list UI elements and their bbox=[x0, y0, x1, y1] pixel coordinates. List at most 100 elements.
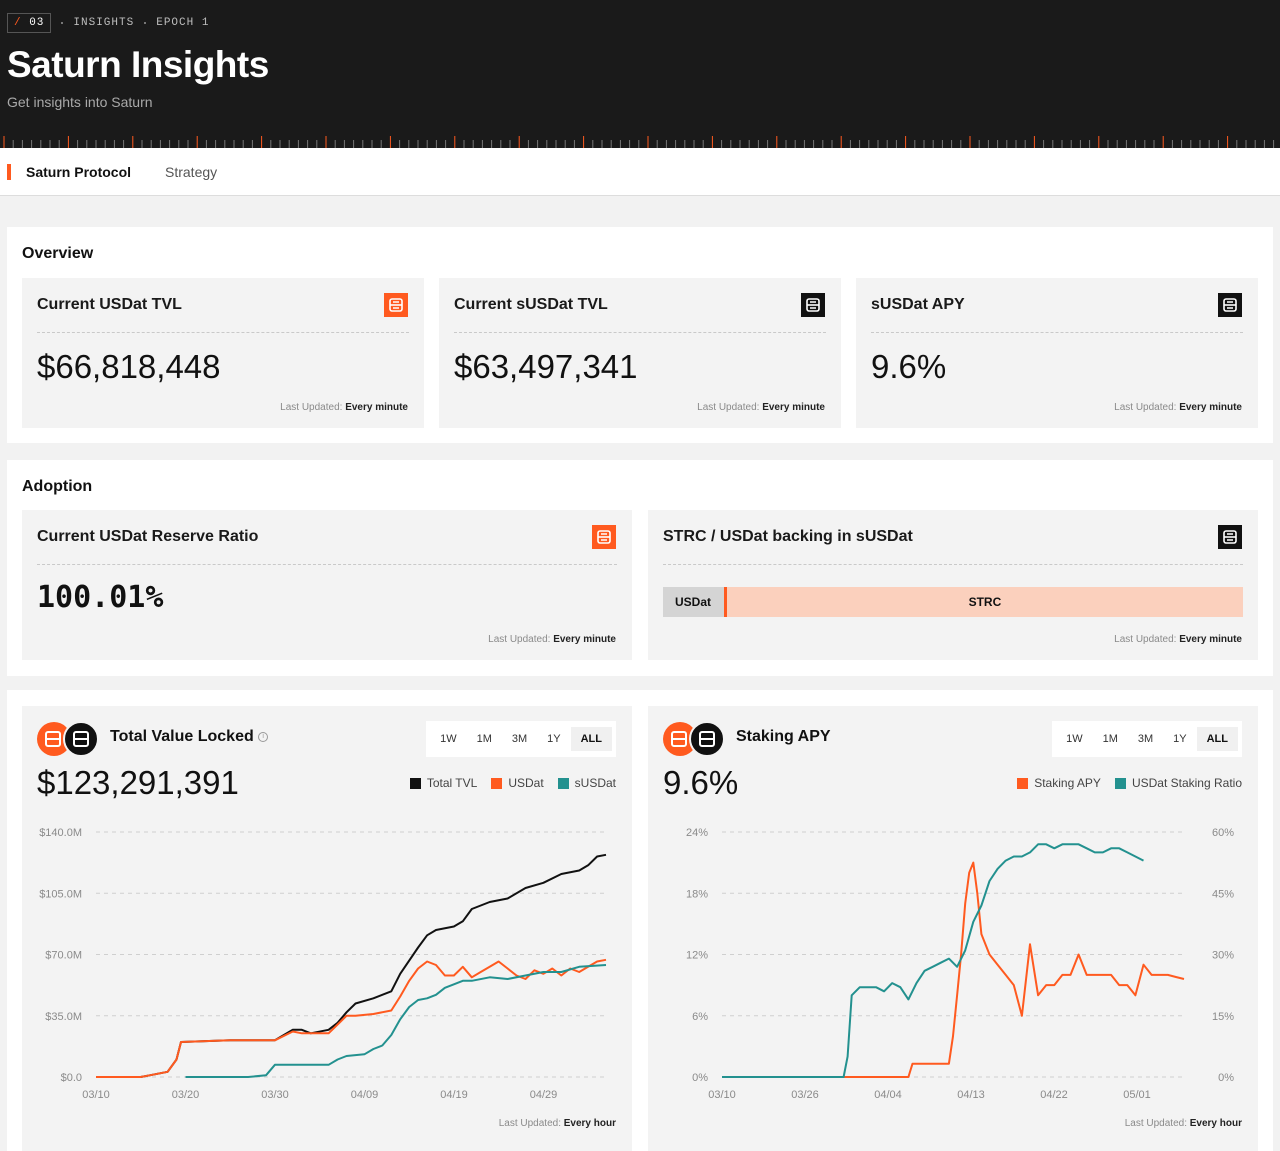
tvl-range-1w[interactable]: 1W bbox=[440, 733, 457, 745]
x-tick-label: 04/29 bbox=[530, 1089, 558, 1101]
legend-total-tvl[interactable]: Total TVL bbox=[409, 776, 477, 790]
chart-legend: Total TVL USDat sUSDat bbox=[409, 776, 616, 790]
susdat-tvl-card: Current sUSDat TVL $63,497,341 Last Upda… bbox=[439, 278, 841, 428]
reserve-ratio-card: Current USDat Reserve Ratio 100.01% Last… bbox=[22, 510, 632, 660]
hero-banner: / 03 INSIGHTS EPOCH 1 Saturn Insights Ge… bbox=[0, 0, 1280, 148]
backing-bar: USDat STRC bbox=[663, 587, 1243, 617]
tvl-chart-card: Total Value Locked i 1W 1M 3M 1Y ALL $123,29… bbox=[22, 706, 632, 1151]
overview-title: Overview bbox=[22, 245, 94, 262]
apy-range-1m[interactable]: 1M bbox=[1102, 733, 1118, 745]
active-tab-indicator bbox=[7, 164, 11, 180]
y-tick-label: $70.0M bbox=[45, 950, 82, 962]
range-selector: 1W 1M 3M 1Y ALL bbox=[1052, 721, 1242, 757]
range-selector: 1W 1M 3M 1Y ALL bbox=[426, 721, 616, 757]
susdat-logo-icon bbox=[1218, 525, 1242, 549]
usdat-logo-icon bbox=[384, 293, 408, 317]
ruler-decoration bbox=[3, 136, 1275, 148]
tvl-range-1y[interactable]: 1Y bbox=[547, 733, 561, 745]
susdat-logo-icon bbox=[1218, 293, 1242, 317]
card-title: Current USDat Reserve Ratio bbox=[37, 528, 259, 545]
y2-tick-label: 45% bbox=[1212, 888, 1234, 900]
series-line-total-tvl bbox=[96, 853, 607, 1078]
tvl-range-1m[interactable]: 1M bbox=[476, 733, 492, 745]
x-tick-label: 04/04 bbox=[874, 1089, 902, 1101]
usdat-logo-icon bbox=[592, 525, 616, 549]
tvl-range-3m[interactable]: 3M bbox=[511, 733, 528, 745]
token-logos bbox=[663, 721, 727, 757]
legend-usdat[interactable]: USDat bbox=[491, 776, 544, 790]
y2-tick-label: 30% bbox=[1212, 950, 1234, 962]
card-title: Current USDat TVL bbox=[37, 296, 182, 313]
y-tick-label: 18% bbox=[686, 888, 708, 900]
apy-range-1y[interactable]: 1Y bbox=[1173, 733, 1187, 745]
x-tick-label: 03/20 bbox=[172, 1089, 200, 1101]
chart-title: Total Value Locked i bbox=[110, 728, 269, 746]
card-title: STRC / USDat backing in sUSDat bbox=[663, 528, 913, 545]
y-tick-label: 6% bbox=[692, 1011, 708, 1023]
token-logos bbox=[37, 721, 101, 757]
legend-staking-ratio[interactable]: USDat Staking Ratio bbox=[1114, 776, 1242, 790]
x-tick-label: 03/10 bbox=[708, 1089, 736, 1101]
breadcrumb-insights[interactable]: INSIGHTS bbox=[73, 17, 135, 29]
chart-title: Staking APY bbox=[736, 728, 831, 745]
x-tick-label: 04/22 bbox=[1040, 1089, 1068, 1101]
y-tick-label: 24% bbox=[686, 827, 708, 839]
card-title: Current sUSDat TVL bbox=[454, 296, 608, 313]
x-tick-label: 03/30 bbox=[261, 1089, 289, 1101]
tab-bar: Saturn Protocol Strategy bbox=[0, 148, 1280, 196]
adoption-title: Adoption bbox=[22, 478, 93, 495]
tab-saturn-protocol[interactable]: Saturn Protocol bbox=[26, 164, 132, 180]
adoption-section: Adoption Current USDat Reserve Ratio 100… bbox=[7, 460, 1273, 676]
info-icon[interactable]: i bbox=[258, 731, 269, 742]
tab-strategy[interactable]: Strategy bbox=[165, 164, 218, 180]
charts-section: Total Value Locked i 1W 1M 3M 1Y ALL $123,29… bbox=[7, 690, 1273, 1151]
usdat-tvl-value: $66,818,448 bbox=[37, 348, 221, 385]
page-title: Saturn Insights bbox=[7, 44, 269, 85]
x-tick-label: 03/26 bbox=[791, 1089, 819, 1101]
reserve-ratio-value: 100.01% bbox=[37, 580, 164, 615]
usdat-segment: USDat bbox=[663, 587, 727, 617]
chart-legend: Staking APY USDat Staking Ratio bbox=[1017, 776, 1242, 790]
x-tick-label: 04/19 bbox=[440, 1089, 468, 1101]
tvl-total-value: $123,291,391 bbox=[37, 764, 239, 801]
section-number: / 03 bbox=[7, 13, 52, 33]
card-title: sUSDat APY bbox=[871, 296, 965, 313]
y-tick-label: $35.0M bbox=[45, 1011, 82, 1023]
series-line-staking-apy bbox=[722, 861, 1185, 1078]
last-updated: Last Updated: Every minute bbox=[1114, 634, 1242, 645]
x-tick-label: 04/09 bbox=[351, 1089, 379, 1101]
y-tick-label: 0% bbox=[692, 1072, 708, 1084]
last-updated: Last Updated: Every minute bbox=[697, 402, 825, 413]
last-updated: Last Updated: Every hour bbox=[1124, 1118, 1242, 1129]
y2-tick-label: 0% bbox=[1218, 1072, 1234, 1084]
last-updated: Last Updated: Every minute bbox=[280, 402, 408, 413]
series-line-usdat-staking-ratio bbox=[722, 843, 1144, 1078]
apy-range-3m[interactable]: 3M bbox=[1137, 733, 1154, 745]
x-tick-label: 03/10 bbox=[82, 1089, 110, 1101]
legend-staking-apy[interactable]: Staking APY bbox=[1017, 776, 1101, 790]
legend-susdat[interactable]: sUSDat bbox=[557, 776, 616, 790]
strc-segment: STRC bbox=[726, 587, 1243, 617]
apy-line-chart: 0% 6% 12% 18% 24% 0% 15% 30% 45% 60% 03/10 03/26 04/… bbox=[686, 827, 1234, 1101]
last-updated: Last Updated: Every minute bbox=[1114, 402, 1242, 413]
tvl-range-all[interactable]: ALL bbox=[570, 727, 612, 751]
tvl-line-chart: $0.0 $35.0M $70.0M $105.0M $140.0M 03/10 03/20… bbox=[39, 827, 607, 1101]
apy-range-1w[interactable]: 1W bbox=[1066, 733, 1083, 745]
y2-tick-label: 15% bbox=[1212, 1011, 1234, 1023]
y-tick-label: 12% bbox=[686, 950, 708, 962]
susdat-logo-icon bbox=[801, 293, 825, 317]
susdat-apy-card: sUSDat APY 9.6% Last Updated: Every minu… bbox=[856, 278, 1258, 428]
susdat-tvl-value: $63,497,341 bbox=[454, 348, 638, 385]
breadcrumb-epoch: EPOCH 1 bbox=[156, 17, 210, 29]
breadcrumb: / 03 INSIGHTS EPOCH 1 bbox=[7, 13, 209, 33]
backing-card: STRC / USDat backing in sUSDat USDat STR… bbox=[648, 510, 1258, 660]
x-tick-label: 05/01 bbox=[1123, 1089, 1151, 1101]
y-tick-label: $140.0M bbox=[39, 827, 82, 839]
apy-range-all[interactable]: ALL bbox=[1196, 727, 1238, 751]
last-updated: Last Updated: Every hour bbox=[498, 1118, 616, 1129]
usdat-tvl-card: Current USDat TVL $66,818,448 Last Updat… bbox=[22, 278, 424, 428]
y-tick-label: $0.0 bbox=[61, 1072, 82, 1084]
susdat-apy-value: 9.6% bbox=[871, 348, 947, 385]
y2-tick-label: 60% bbox=[1212, 827, 1234, 839]
last-updated: Last Updated: Every minute bbox=[488, 634, 616, 645]
